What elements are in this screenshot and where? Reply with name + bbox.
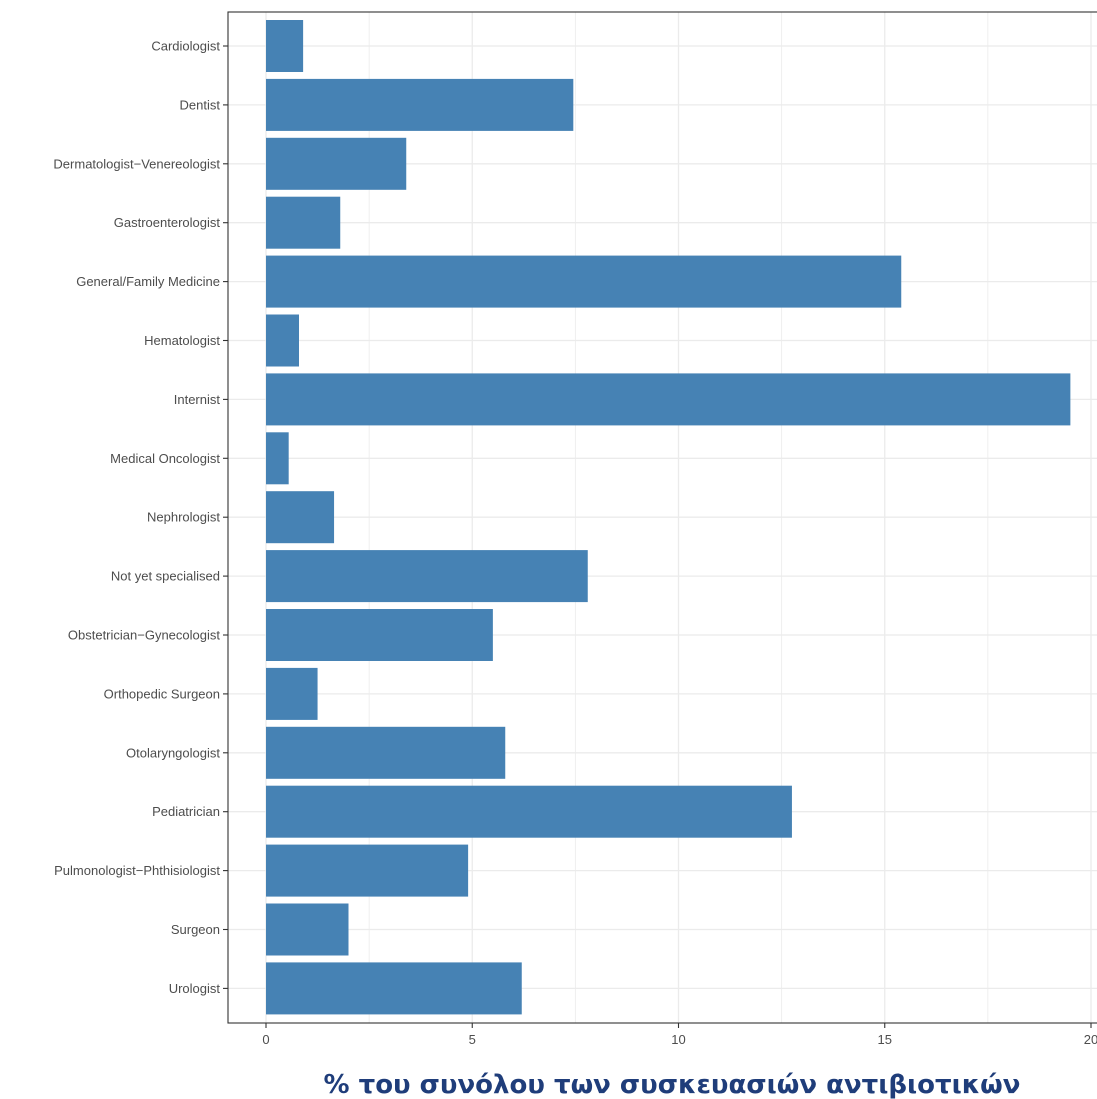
- x-tick-label: 10: [671, 1032, 685, 1047]
- y-tick-label: General/Family Medicine: [76, 274, 220, 289]
- bar: [266, 255, 902, 308]
- y-tick-label: Urologist: [169, 981, 221, 996]
- y-tick-label: Pediatrician: [152, 804, 220, 819]
- bar: [266, 373, 1071, 426]
- bar: [266, 78, 574, 131]
- y-tick-label: Obstetrician−Gynecologist: [68, 628, 220, 643]
- y-axis: Cardiologist Dentist Dermatologist−Venereo…: [53, 39, 228, 996]
- y-tick-label: Cardiologist: [151, 39, 220, 54]
- y-tick-label: Hematologist: [144, 333, 220, 348]
- y-tick-label: Otolaryngologist: [126, 745, 220, 760]
- bar: [266, 903, 349, 956]
- bar: [266, 432, 289, 485]
- x-tick-label: 15: [878, 1032, 892, 1047]
- bar: [266, 609, 493, 661]
- bar: [266, 314, 299, 367]
- y-tick-label: Gastroenterologist: [114, 215, 221, 230]
- y-tick-label: Orthopedic Surgeon: [104, 686, 220, 701]
- y-tick-label: Nephrologist: [147, 510, 220, 525]
- y-tick-label: Pulmonologist−Phthisiologist: [54, 863, 220, 878]
- bar: [266, 844, 469, 897]
- bar: [266, 667, 318, 720]
- bar: [266, 962, 522, 1015]
- y-tick-label: Not yet specialised: [111, 569, 220, 584]
- y-tick-label: Surgeon: [171, 922, 220, 937]
- y-tick-label: Dermatologist−Venereologist: [53, 156, 220, 171]
- x-tick-label: 20: [1084, 1032, 1097, 1047]
- x-tick-label: 5: [469, 1032, 476, 1047]
- x-tick-label: 0: [262, 1032, 269, 1047]
- bar: [266, 20, 304, 72]
- bar: [266, 137, 407, 190]
- bar: [266, 196, 341, 249]
- y-tick-label: Dentist: [180, 97, 221, 112]
- x-axis-title: % του συνόλου των συσκευασιών αντιβιοτικ…: [324, 1070, 1021, 1099]
- bars-group: [266, 20, 1071, 1015]
- bar: [266, 491, 335, 544]
- y-tick-label: Internist: [174, 392, 221, 407]
- x-axis: 0 5 10 15 20: [262, 1023, 1097, 1047]
- bar: [266, 726, 506, 779]
- bar: [266, 785, 792, 838]
- y-tick-label: Medical Oncologist: [110, 451, 220, 466]
- bar: [266, 550, 588, 603]
